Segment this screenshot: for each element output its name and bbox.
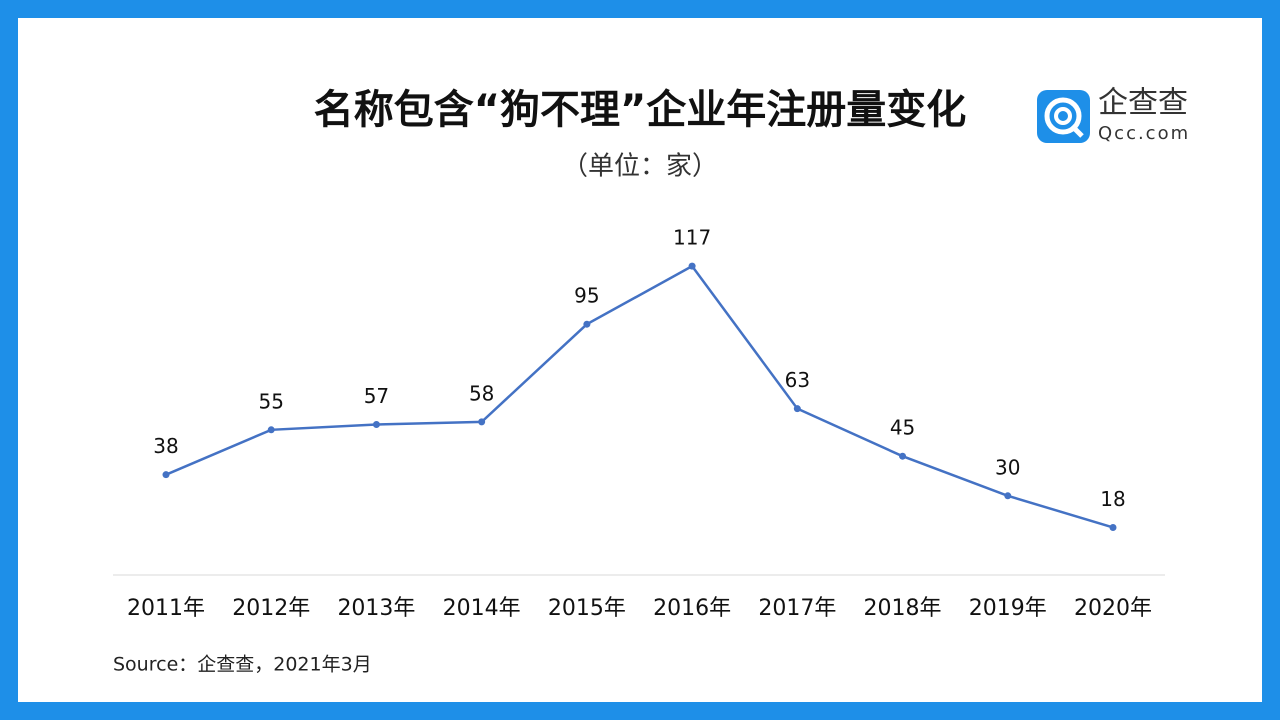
data-label: 38 xyxy=(153,434,178,458)
logo-handle xyxy=(1070,124,1084,138)
data-label: 45 xyxy=(890,416,915,440)
data-label: 63 xyxy=(785,368,810,392)
data-label: 55 xyxy=(258,389,283,413)
point xyxy=(1109,523,1117,531)
point xyxy=(162,471,170,479)
x-tick-label: 2011年 xyxy=(127,596,205,621)
logo-name: 企查查 xyxy=(1098,86,1188,121)
x-tick-label: 2015年 xyxy=(548,596,626,621)
x-tick-label: 2018年 xyxy=(864,596,942,621)
logo-domain: Qcc.com xyxy=(1098,123,1190,144)
x-tick-label: 2016年 xyxy=(653,596,731,621)
data-label: 18 xyxy=(1100,487,1125,511)
point xyxy=(793,405,801,413)
x-tick-label: 2013年 xyxy=(337,596,415,621)
point xyxy=(267,426,275,434)
point xyxy=(478,418,486,426)
point xyxy=(899,452,907,460)
logo-ring xyxy=(1044,97,1082,135)
x-tick-label: 2017年 xyxy=(758,596,836,621)
chart-title: 名称包含“狗不理”企业年注册量变化 xyxy=(314,87,967,133)
chart-subtitle: （单位：家） xyxy=(562,152,718,182)
x-tick-label: 2014年 xyxy=(443,596,521,621)
data-label: 117 xyxy=(673,226,711,250)
logo: 企查查 Qcc.com xyxy=(1037,86,1190,144)
x-tick-label: 2012年 xyxy=(232,596,310,621)
line xyxy=(165,264,1114,529)
source: Source：企查查，2021年3月 xyxy=(113,654,372,676)
point xyxy=(688,262,696,270)
point xyxy=(372,421,380,429)
x-tick-label: 2019年 xyxy=(969,596,1047,621)
point xyxy=(583,320,591,328)
data-label: 57 xyxy=(364,384,389,408)
point xyxy=(1004,492,1012,500)
logo-ring xyxy=(1054,107,1072,125)
x-tick-label: 2020年 xyxy=(1074,596,1152,621)
data-label: 95 xyxy=(574,284,599,308)
data-label: 30 xyxy=(995,455,1020,479)
data-label: 58 xyxy=(469,381,494,405)
